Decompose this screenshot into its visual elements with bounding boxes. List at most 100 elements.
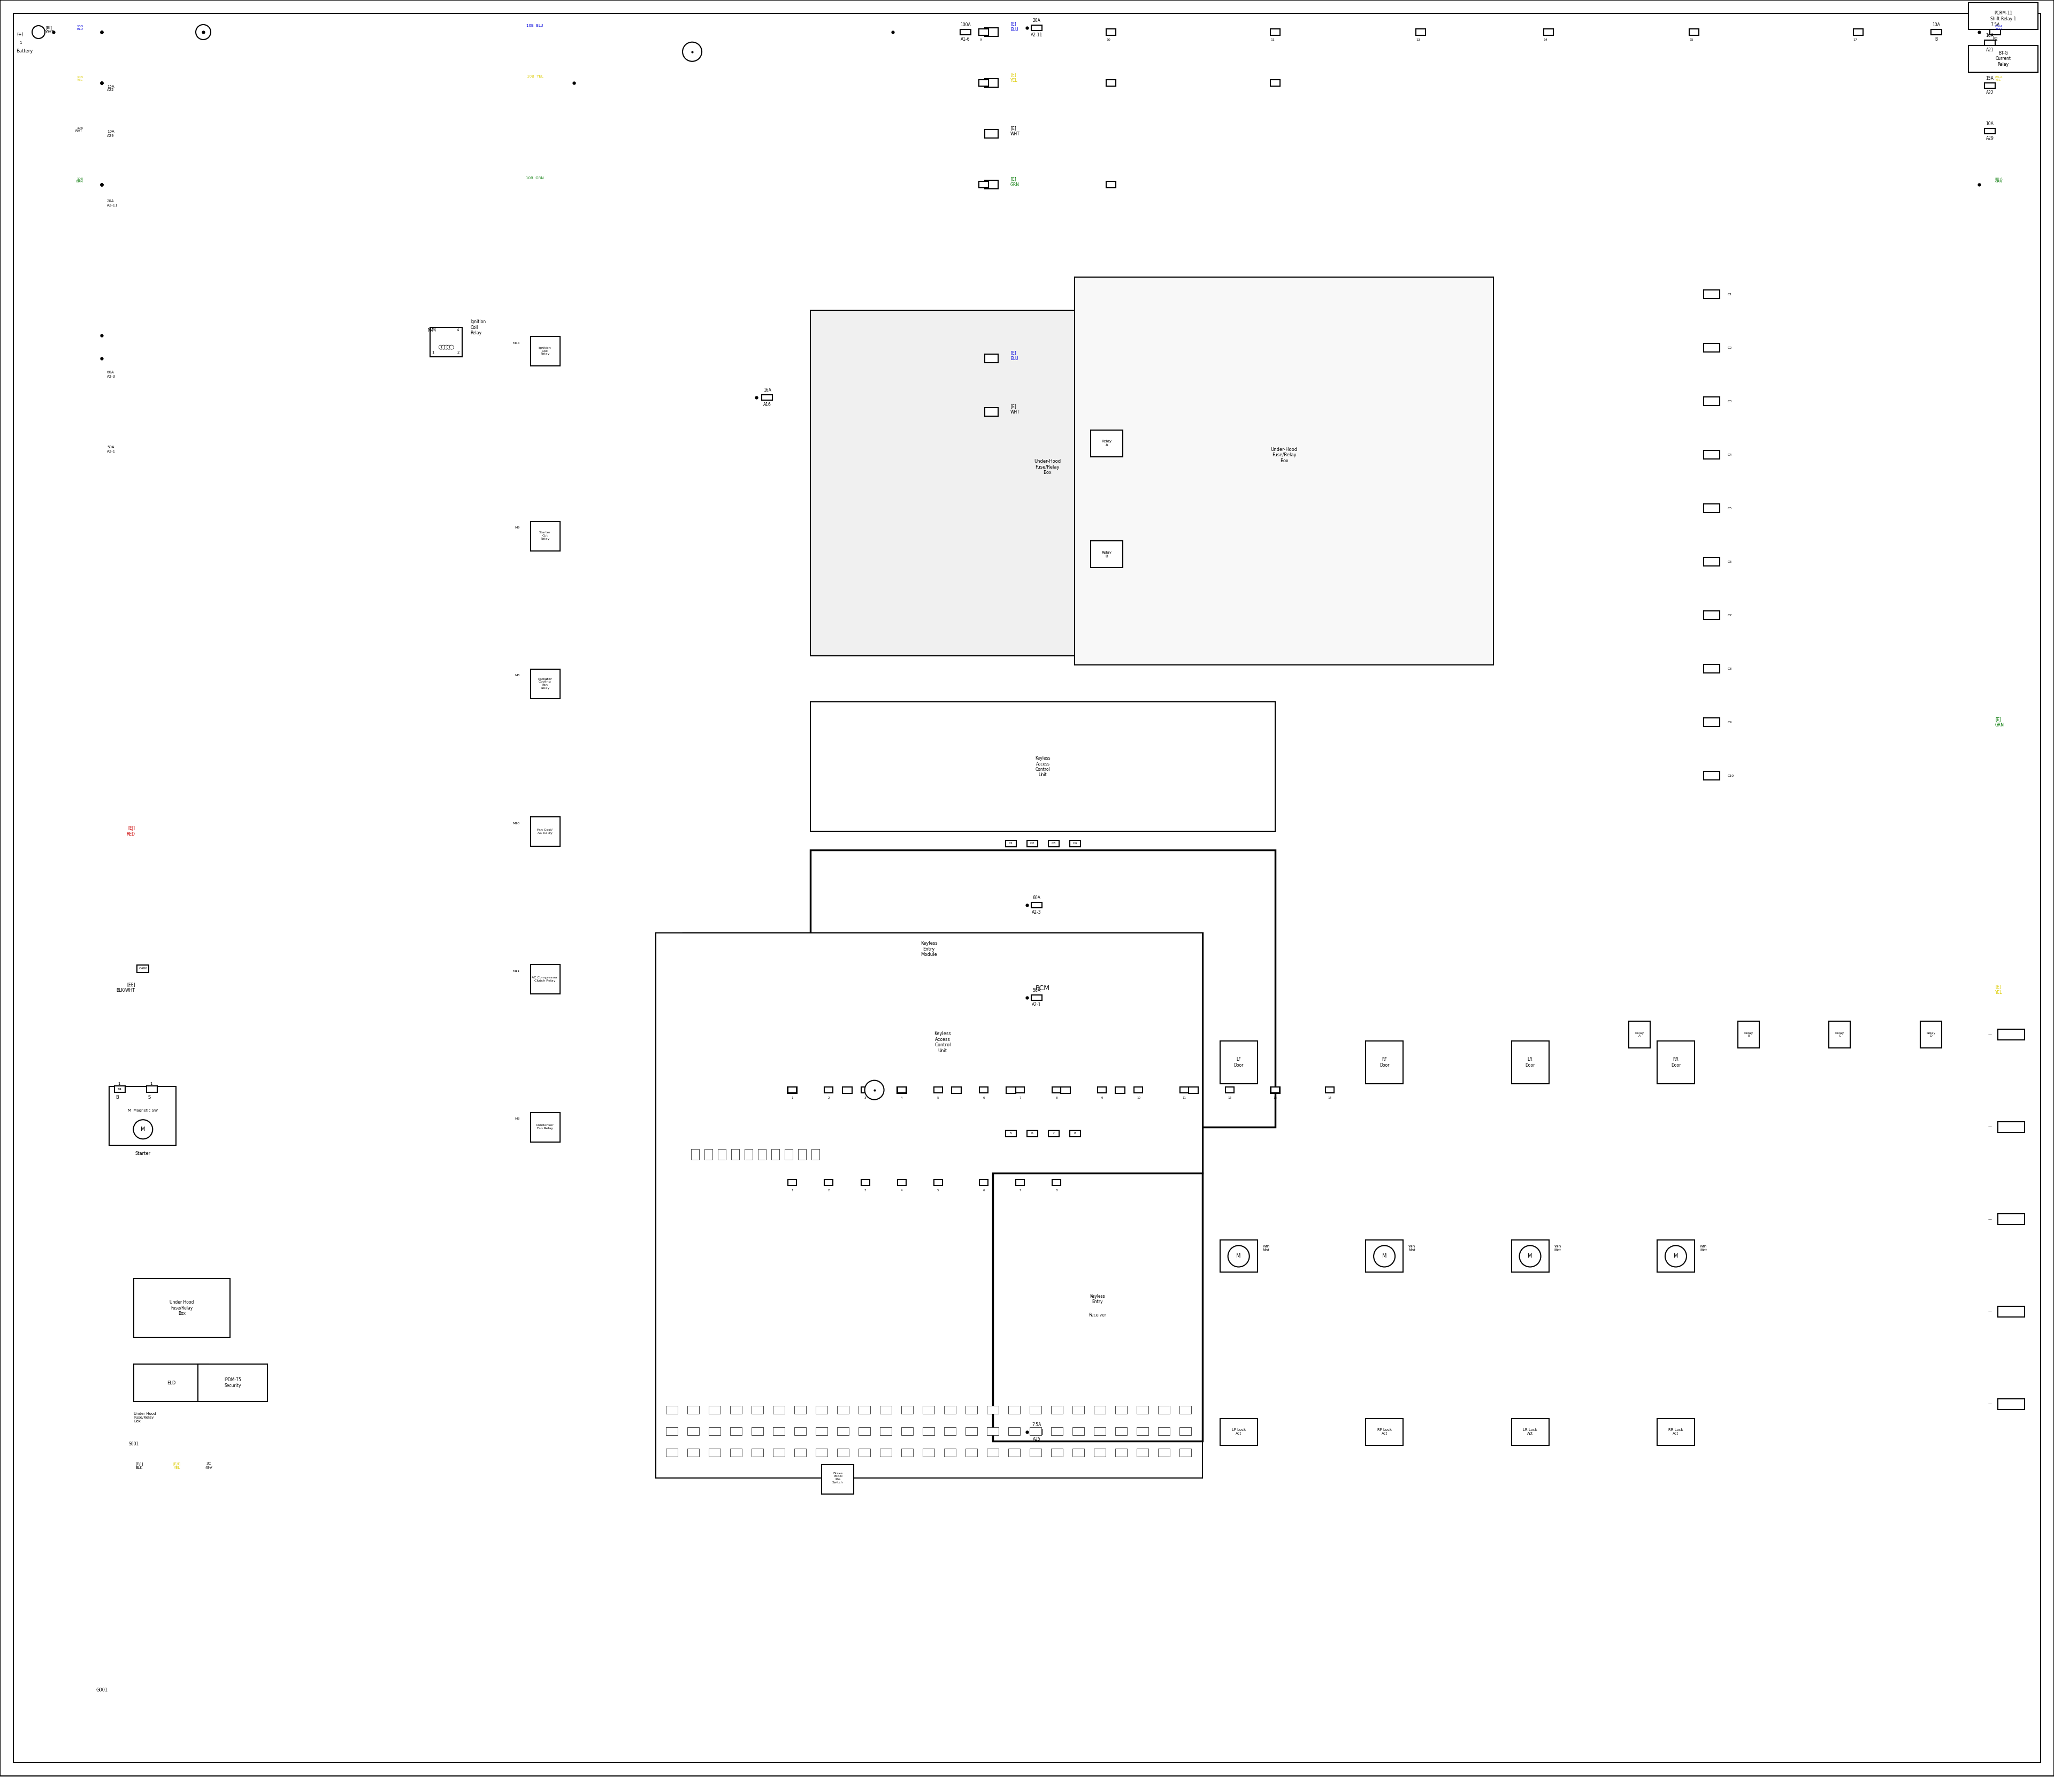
Text: A16: A16 — [764, 401, 770, 407]
Circle shape — [442, 346, 446, 349]
Bar — [861, 1179, 869, 1185]
Circle shape — [1666, 1245, 1686, 1267]
Text: [E/I]
YEL: [E/I] YEL — [173, 1462, 181, 1469]
Bar — [1658, 1419, 1695, 1444]
Text: —: — — [1988, 1219, 1992, 1220]
Bar — [1031, 995, 1041, 1000]
Bar — [1070, 840, 1080, 846]
Text: A25: A25 — [1033, 1437, 1041, 1441]
Text: 11: 11 — [1269, 39, 1273, 41]
Bar — [1415, 29, 1425, 36]
Bar — [1072, 1405, 1085, 1414]
Bar — [762, 394, 772, 400]
Text: LF
Door: LF Door — [1234, 1057, 1243, 1068]
Text: C4: C4 — [1727, 453, 1732, 455]
Bar — [822, 1464, 854, 1495]
Text: 10B  GRN: 10B GRN — [526, 177, 544, 179]
Bar — [758, 1149, 766, 1159]
Bar — [1220, 1240, 1257, 1272]
Text: Starter: Starter — [136, 1150, 150, 1156]
Bar — [1027, 1131, 1037, 1136]
Bar — [772, 1448, 785, 1457]
Bar — [1931, 29, 1941, 34]
Bar — [986, 355, 998, 362]
Bar — [898, 1088, 906, 1093]
Bar — [429, 328, 462, 357]
Bar — [1052, 1088, 1060, 1093]
Text: 7.5A: 7.5A — [1990, 23, 2001, 27]
Bar — [1115, 1426, 1128, 1435]
Text: LR Lock
Act: LR Lock Act — [1522, 1428, 1536, 1435]
Text: B: B — [1935, 38, 1937, 41]
Text: Under-Hood
Fuse/Relay
Box: Under-Hood Fuse/Relay Box — [1033, 459, 1060, 475]
Bar — [1703, 396, 1719, 405]
Bar — [980, 181, 988, 188]
Bar — [1703, 557, 1719, 566]
Bar — [945, 1405, 955, 1414]
Bar — [1629, 1021, 1649, 1048]
Bar — [838, 1448, 848, 1457]
Bar — [1029, 1405, 1041, 1414]
Bar — [1990, 29, 2001, 34]
Bar — [1095, 1405, 1105, 1414]
Bar — [1115, 1448, 1128, 1457]
Bar — [1091, 541, 1124, 568]
Text: C9: C9 — [1727, 720, 1732, 724]
Text: M10: M10 — [514, 823, 520, 824]
Bar — [824, 1179, 834, 1185]
Bar — [1984, 82, 1994, 88]
Bar — [1366, 1240, 1403, 1272]
Bar — [665, 1426, 678, 1435]
Bar — [1703, 665, 1719, 674]
Text: Keyless
Access
Control
Unit: Keyless Access Control Unit — [1035, 756, 1050, 778]
Text: [E/I]
BLK: [E/I] BLK — [136, 1462, 144, 1469]
Bar — [1703, 771, 1719, 780]
Bar — [1009, 1405, 1021, 1414]
Bar — [815, 1405, 828, 1414]
Text: 8: 8 — [1074, 1133, 1076, 1134]
Circle shape — [1374, 1245, 1395, 1267]
Text: Ignition
Coil
Relay: Ignition Coil Relay — [538, 346, 550, 355]
Text: C4: C4 — [1072, 842, 1076, 844]
Bar — [922, 1426, 935, 1435]
Text: [EI]
WHT: [EI] WHT — [45, 25, 53, 32]
Text: 3: 3 — [431, 328, 433, 332]
Text: LR
Door: LR Door — [1526, 1057, 1534, 1068]
Bar — [1512, 1419, 1549, 1444]
Text: 15: 15 — [1688, 39, 1692, 41]
Text: 60A: 60A — [1033, 896, 1041, 900]
Bar — [530, 521, 561, 550]
Text: 10A: 10A — [1986, 122, 1994, 125]
Text: [E]
GRN: [E] GRN — [1994, 717, 2005, 728]
Bar — [811, 849, 1276, 1127]
Bar — [1052, 1405, 1062, 1414]
Bar — [729, 1405, 741, 1414]
Bar — [772, 1405, 785, 1414]
Bar — [1999, 1122, 2025, 1133]
Bar — [789, 1088, 797, 1093]
Text: ELD: ELD — [166, 1380, 175, 1385]
Text: Relay
D: Relay D — [1927, 1032, 1935, 1038]
Bar — [746, 1149, 752, 1159]
Bar — [1115, 1405, 1128, 1414]
Text: RF
Door: RF Door — [1380, 1057, 1389, 1068]
Bar — [752, 1448, 764, 1457]
Text: 5: 5 — [1011, 1133, 1013, 1134]
Text: C6: C6 — [1727, 561, 1732, 563]
Bar — [1179, 1088, 1189, 1093]
Bar — [1052, 1179, 1060, 1185]
Bar — [1107, 79, 1115, 86]
Text: Under Hood
Fuse/Relay
Box: Under Hood Fuse/Relay Box — [170, 1299, 193, 1315]
Text: 60A
A2-3: 60A A2-3 — [107, 371, 115, 378]
Bar — [1006, 1086, 1017, 1093]
Bar — [951, 1086, 961, 1093]
Bar — [838, 1405, 848, 1414]
Bar — [1158, 1426, 1171, 1435]
Bar — [1189, 1086, 1197, 1093]
Bar — [109, 1086, 177, 1145]
Bar — [986, 407, 998, 416]
Bar — [986, 1405, 998, 1414]
Text: Keyless
Entry
Module: Keyless Entry Module — [920, 941, 937, 957]
Text: [E]
YEL: [E] YEL — [1994, 984, 2003, 995]
Text: 12: 12 — [1228, 1097, 1232, 1098]
